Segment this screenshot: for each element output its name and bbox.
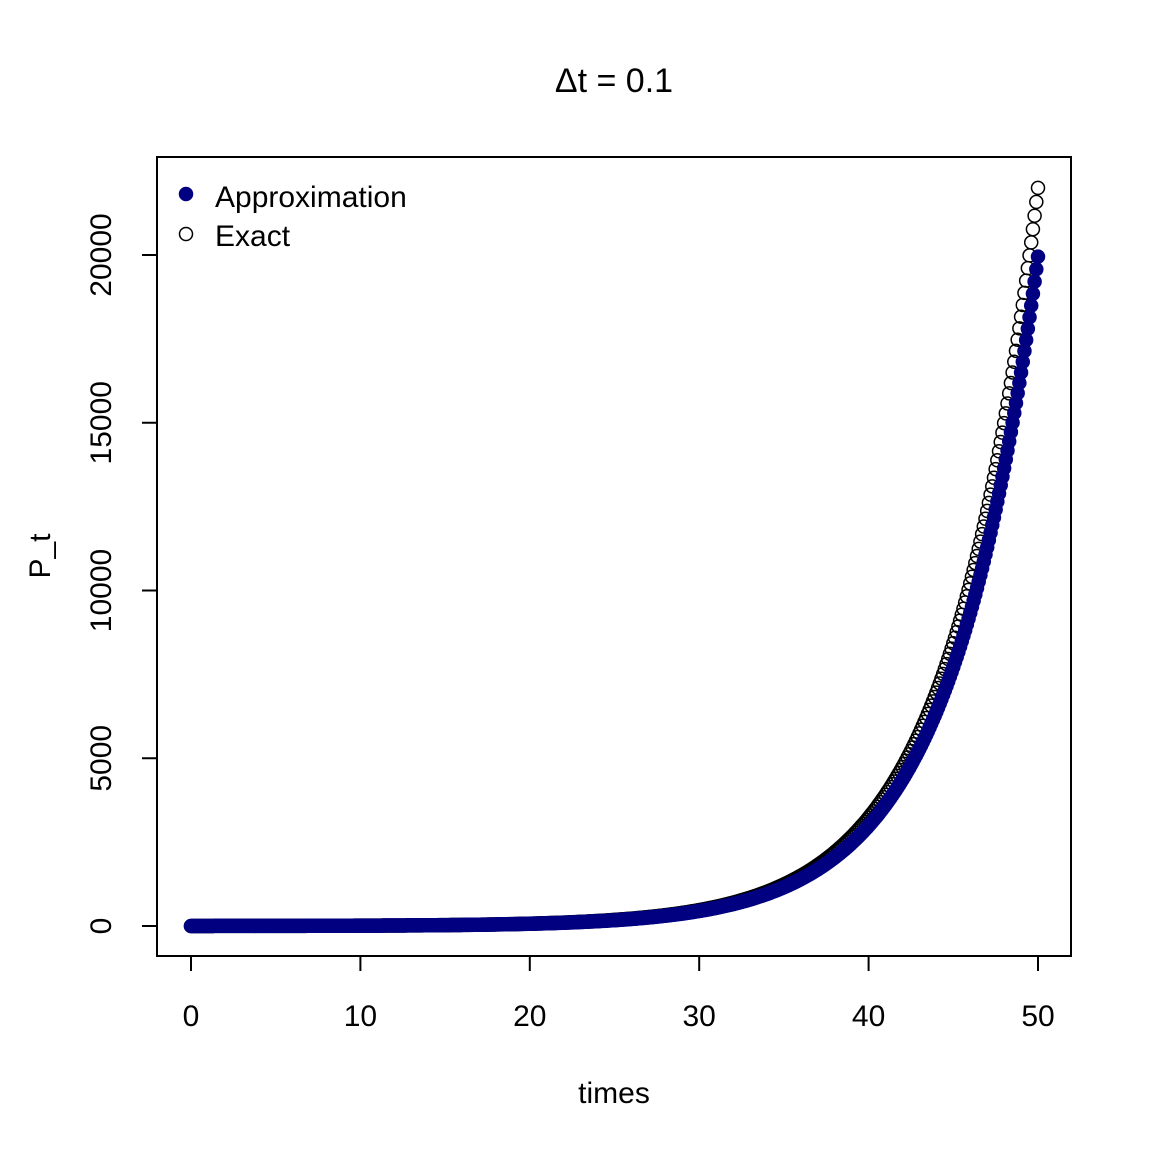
exact-point [1029, 194, 1044, 210]
legend-exact-marker [178, 226, 194, 242]
approximation-point [1030, 249, 1046, 264]
y-tick-label: 5000 [85, 725, 118, 792]
exact-point [1030, 180, 1046, 196]
x-axis-label: times [578, 1077, 650, 1110]
approximation-point [1029, 262, 1044, 277]
approximation-series [183, 249, 1046, 934]
y-tick-label: 15000 [85, 381, 118, 464]
exact-point [1027, 208, 1042, 223]
chart-title: Δt = 0.1 [555, 62, 673, 100]
approximation-point [1027, 274, 1042, 289]
legend-approximation-marker [178, 186, 194, 202]
plot-area [156, 156, 1072, 957]
exact-point [1023, 235, 1039, 250]
x-tick-label: 40 [852, 1000, 885, 1033]
plot-frame [156, 156, 1072, 957]
x-tick-label: 10 [344, 1000, 377, 1033]
x-tick-label: 30 [683, 1000, 716, 1033]
legend: Approximation Exact [178, 181, 407, 253]
x-axis: 0 10 20 30 40 50 [183, 955, 1055, 1033]
approximation-point [1022, 310, 1037, 325]
exact-point [1025, 221, 1041, 237]
x-tick-label: 20 [513, 1000, 546, 1033]
x-tick-label: 0 [183, 1000, 200, 1033]
y-tick-label: 10000 [85, 549, 118, 632]
exact-series [183, 180, 1046, 934]
legend-approximation-label: Approximation [215, 181, 407, 214]
y-tick-label: 20000 [85, 213, 118, 296]
legend-exact-label: Exact [215, 220, 291, 253]
y-axis: 0 5000 10000 15000 20000 [85, 213, 158, 935]
approximation-point [1025, 286, 1041, 301]
y-axis-label: P_t [24, 533, 57, 579]
approximation-point [1023, 298, 1039, 313]
y-tick-label: 0 [85, 918, 118, 935]
x-tick-label: 50 [1021, 1000, 1054, 1033]
